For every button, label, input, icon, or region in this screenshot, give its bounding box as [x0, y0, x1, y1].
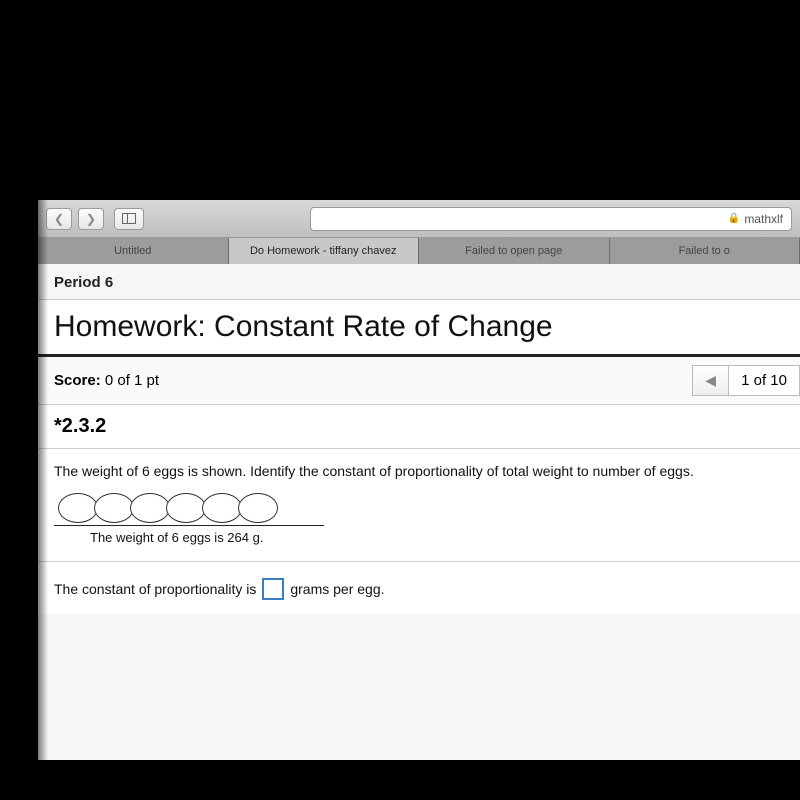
egg-icon	[166, 493, 206, 523]
screenshot-frame: ❮ ❯ 🔒 mathxlf Untitled Do Homework - tif…	[38, 200, 800, 760]
egg-icon	[58, 493, 98, 523]
egg-icon	[94, 493, 134, 523]
page-content: Period 6 Homework: Constant Rate of Chan…	[38, 264, 800, 760]
tab-homework[interactable]: Do Homework - tiffany chavez	[229, 238, 420, 264]
score-row: Score: 0 of 1 pt ◀ 1 of 10	[38, 357, 800, 405]
url-host: mathxlf	[744, 212, 783, 226]
score-text: Score: 0 of 1 pt	[54, 372, 159, 389]
sidebar-icon	[122, 213, 136, 224]
tab-untitled[interactable]: Untitled	[38, 238, 229, 264]
back-button[interactable]: ❮	[46, 208, 72, 230]
egg-icon	[130, 493, 170, 523]
question-prompt: The weight of 6 eggs is shown. Identify …	[54, 463, 784, 479]
lock-icon: 🔒	[728, 213, 740, 224]
sidebar-toggle-button[interactable]	[114, 208, 144, 230]
egg-icon	[238, 493, 278, 523]
tab-failed-2[interactable]: Failed to o	[610, 238, 800, 264]
browser-toolbar: ❮ ❯ 🔒 mathxlf	[38, 200, 800, 238]
answer-suffix: grams per egg.	[290, 581, 384, 597]
answer-input[interactable]	[262, 578, 284, 600]
question-pager: ◀ 1 of 10	[692, 365, 800, 396]
answer-line: The constant of proportionality is grams…	[54, 578, 784, 600]
address-bar[interactable]: 🔒 mathxlf	[310, 207, 792, 231]
period-label: Period 6	[38, 264, 800, 300]
eggs-diagram	[54, 493, 784, 523]
score-value: 0 of 1 pt	[105, 372, 159, 389]
tab-bar: Untitled Do Homework - tiffany chavez Fa…	[38, 238, 800, 264]
homework-title: Homework: Constant Rate of Change	[38, 300, 800, 357]
forward-button[interactable]: ❯	[78, 208, 104, 230]
eggs-caption: The weight of 6 eggs is 264 g.	[54, 526, 784, 545]
question-body: The weight of 6 eggs is shown. Identify …	[38, 449, 800, 614]
prev-question-button[interactable]: ◀	[692, 365, 728, 396]
question-number: *2.3.2	[38, 405, 800, 449]
score-label: Score:	[54, 372, 101, 389]
pager-position: 1 of 10	[728, 365, 800, 396]
answer-prefix: The constant of proportionality is	[54, 581, 256, 597]
divider	[38, 561, 800, 562]
tab-failed-1[interactable]: Failed to open page	[419, 238, 610, 264]
egg-icon	[202, 493, 242, 523]
